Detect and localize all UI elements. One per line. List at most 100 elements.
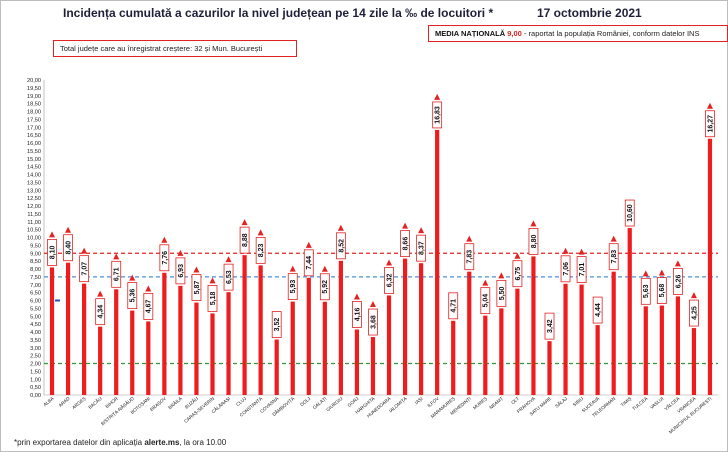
- data-label: 4,16: [354, 308, 361, 322]
- data-label-box: [271, 311, 282, 338]
- data-label: 7,07: [82, 262, 89, 276]
- data-label-box: [608, 243, 619, 271]
- y-tick-label: 10,00: [27, 236, 41, 242]
- data-label: 7,01: [579, 263, 586, 277]
- trend-arrow: [225, 256, 232, 263]
- data-label-box: [191, 274, 202, 301]
- data-label: 5,87: [194, 281, 201, 295]
- data-label-box: [640, 277, 651, 305]
- bar: [419, 263, 424, 395]
- bar: [547, 341, 552, 395]
- bar: [242, 255, 247, 395]
- y-tick-label: 4,00: [30, 330, 41, 336]
- chart-date: 17 octombrie 2021: [537, 6, 642, 20]
- y-tick-label: 10,50: [27, 228, 41, 234]
- category-label: SĂLAJ: [554, 395, 569, 409]
- data-label: 6,93: [178, 264, 185, 278]
- data-label-box: [223, 263, 234, 291]
- trend-arrow: [386, 259, 393, 266]
- y-tick-label: 2,00: [30, 362, 41, 368]
- bar: [675, 296, 680, 395]
- bar: [563, 283, 568, 395]
- y-tick-label: 12,50: [27, 196, 41, 202]
- data-label-box: [512, 260, 523, 288]
- bar: [402, 258, 408, 395]
- national-average-label: MEDIA NAȚIONALĂ: [435, 29, 506, 38]
- y-tick-label: 12,00: [27, 204, 41, 210]
- y-tick-label: 7,00: [30, 283, 41, 289]
- trend-arrow: [369, 301, 376, 308]
- y-tick-label: 0,50: [30, 385, 41, 391]
- data-label: 7,83: [611, 250, 618, 264]
- x-axis-labels: ALBA ARAD ARGEȘ BACĂU BIHORBISTRIȚA-NĂSĂUDBO…: [42, 395, 712, 435]
- data-label: 8,10: [49, 246, 56, 260]
- category-label: ALBA: [42, 395, 55, 407]
- bar: [210, 313, 215, 395]
- trend-arrow: [129, 274, 136, 281]
- category-label: GIURGIU: [325, 396, 343, 412]
- category-label: TULCEA: [631, 395, 649, 411]
- data-label: 7,76: [162, 251, 169, 265]
- y-tick-label: 7,50: [30, 275, 41, 281]
- y-tick-label: 6,50: [30, 291, 41, 297]
- category-label: SIBIU: [572, 396, 584, 408]
- trend-arrow: [257, 229, 264, 236]
- data-label-box: [448, 292, 459, 320]
- data-label-box: [255, 236, 266, 264]
- footnote-prefix: *prin exportarea datelor din aplicația: [14, 438, 145, 447]
- bar: [49, 267, 55, 395]
- y-tick-label: 13,00: [27, 188, 41, 194]
- y-tick-label: 1,00: [30, 377, 41, 383]
- bar: [65, 262, 71, 395]
- data-label: 8,66: [402, 237, 409, 251]
- footnote: *prin exportarea datelor din aplicația a…: [14, 438, 226, 447]
- data-label: 8,88: [242, 233, 249, 247]
- bar: [114, 289, 119, 395]
- data-label-box: [544, 312, 555, 340]
- data-label-box: [319, 273, 330, 301]
- data-label-box: [79, 255, 90, 283]
- data-label-box: [335, 232, 346, 260]
- y-tick-label: 13,50: [27, 180, 41, 186]
- trend-arrow: [209, 277, 216, 284]
- y-tick-label: 5,00: [30, 314, 41, 320]
- data-label-box: [127, 282, 138, 309]
- trend-arrow: [674, 260, 681, 267]
- trend-arrow: [402, 222, 409, 229]
- data-label-box: [111, 260, 122, 288]
- bar: [274, 339, 279, 395]
- y-tick-label: 19,00: [27, 94, 41, 100]
- data-label: 3,52: [274, 318, 281, 332]
- bar: [194, 302, 199, 395]
- category-label: CLUJ: [235, 396, 247, 407]
- bar: [82, 283, 87, 395]
- data-label: 8,52: [338, 239, 345, 253]
- trend-arrow: [353, 293, 360, 300]
- trend-arrow: [562, 247, 569, 254]
- data-label: 5,68: [659, 284, 666, 298]
- trend-arrow: [113, 253, 120, 260]
- data-label: 7,83: [467, 250, 474, 264]
- data-label: 5,50: [499, 286, 506, 300]
- y-tick-label: 20,00: [27, 78, 41, 84]
- y-tick-label: 16,50: [27, 133, 41, 139]
- data-label: 10,60: [627, 204, 634, 222]
- y-tick-label: 8,50: [30, 259, 41, 265]
- bar: [627, 228, 632, 395]
- summary-box: Total județe care au înregistrat creșter…: [53, 40, 297, 57]
- data-label: 7,44: [306, 256, 313, 270]
- y-tick-label: 16,00: [27, 141, 41, 147]
- trend-arrow: [642, 270, 649, 277]
- data-label-box: [352, 301, 362, 328]
- y-tick-label: 15,50: [27, 149, 41, 155]
- trend-arrow: [49, 231, 56, 238]
- y-tick-label: 18,00: [27, 110, 41, 116]
- data-label: 5,93: [290, 280, 297, 294]
- data-label-box: [656, 277, 667, 304]
- bar: [515, 288, 520, 395]
- bar: [595, 325, 600, 395]
- trend-arrow: [321, 265, 328, 272]
- bar: [611, 271, 616, 395]
- data-label: 6,75: [515, 267, 522, 281]
- data-label: 4,71: [451, 299, 458, 313]
